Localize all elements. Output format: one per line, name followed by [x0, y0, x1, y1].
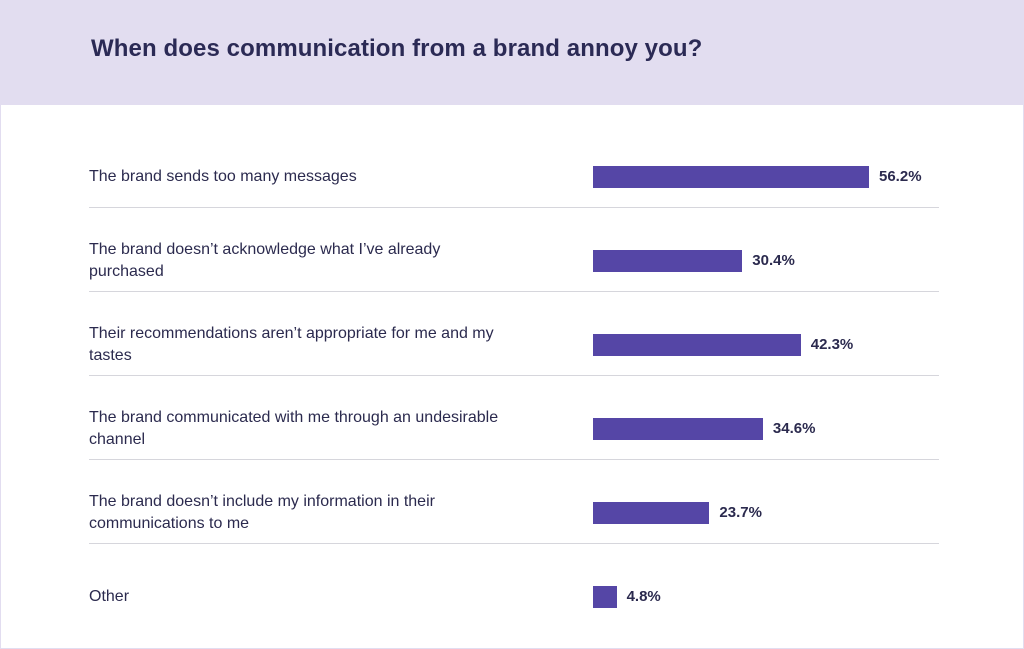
bar	[593, 586, 617, 608]
chart-header: When does communication from a brand ann…	[1, 1, 1023, 105]
category-label: Their recommendations aren’t appropriate…	[89, 325, 494, 364]
value-label: 34.6%	[772, 420, 816, 437]
category-label: The brand doesn’t acknowledge what I’ve …	[89, 241, 441, 280]
value-label: 56.2%	[879, 168, 922, 185]
row-divider	[89, 375, 939, 376]
category-label: The brand sends too many messages	[89, 168, 357, 185]
bar	[593, 250, 743, 272]
bar	[593, 502, 710, 524]
category-label: The brand doesn’t include my information…	[89, 493, 435, 532]
row-divider	[89, 543, 939, 544]
value-label: 30.4%	[752, 252, 795, 269]
bar	[593, 334, 801, 356]
row-divider	[89, 459, 939, 460]
chart-title: When does communication from a brand ann…	[91, 35, 703, 62]
row-divider	[89, 207, 939, 208]
row-divider	[89, 291, 939, 292]
value-label: 42.3%	[810, 336, 854, 353]
category-label: Other	[89, 588, 130, 605]
bar	[593, 166, 869, 188]
value-label: 23.7%	[719, 504, 762, 521]
bar	[593, 418, 763, 440]
category-label: The brand communicated with me through a…	[89, 409, 499, 448]
value-label: 4.8%	[626, 588, 661, 605]
